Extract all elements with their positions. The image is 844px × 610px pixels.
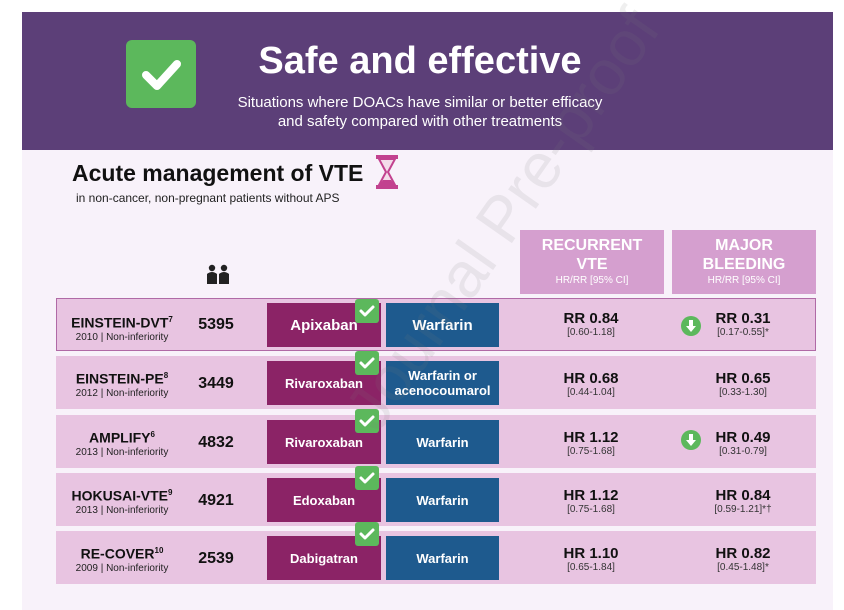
trial-name: AMPLIFY6 2013 | Non-inferiority — [75, 429, 169, 458]
patient-count: 2539 — [198, 550, 234, 567]
check-icon — [355, 522, 379, 546]
major-bleeding-result: HR 0.84 [0.59-1.21]*† — [714, 487, 772, 515]
comparator-drug: Warfarin — [386, 303, 499, 347]
major-bleeding-result: HR 0.65 [0.33-1.30] — [715, 370, 771, 398]
arrow-down-icon — [681, 316, 701, 336]
check-icon — [126, 40, 196, 108]
patient-count: 4921 — [198, 492, 234, 509]
section-subtitle: in non-cancer, non-pregnant patients wit… — [76, 191, 340, 205]
comparator-drug: Warfarin or acenocoumarol — [386, 361, 499, 405]
patient-count: 3449 — [198, 375, 234, 392]
section-title: Acute management of VTE — [72, 160, 364, 186]
comparator-drug: Warfarin — [386, 478, 499, 522]
comparator-drug: Warfarin — [386, 536, 499, 580]
recurrent-vte-header: RECURRENT VTE HR/RR [95% CI] — [520, 230, 664, 294]
recurrent-vte-result: HR 1.12 [0.75-1.68] — [563, 429, 619, 457]
patient-count: 5395 — [198, 316, 234, 333]
trial-name: EINSTEIN-PE8 2012 | Non-inferiority — [75, 370, 169, 399]
recurrent-vte-result: RR 0.84 [0.60-1.18] — [563, 310, 619, 338]
major-bleeding-header: MAJOR BLEEDING HR/RR [95% CI] — [672, 230, 816, 294]
check-icon — [355, 299, 379, 323]
page-subtitle: Situations where DOACs have similar or b… — [237, 94, 603, 130]
trial-name: EINSTEIN-DVT7 2010 | Non-inferiority — [71, 314, 173, 343]
patient-count: 4832 — [198, 434, 234, 451]
comparator-drug: Warfarin — [386, 420, 499, 464]
major-bleeding-result: RR 0.31 [0.17-0.55]* — [715, 310, 771, 338]
major-bleeding-result: HR 0.49 [0.31-0.79] — [715, 429, 771, 457]
trial-name: RE-COVER10 2009 | Non-inferiority — [75, 545, 169, 574]
check-icon — [355, 466, 379, 490]
recurrent-vte-result: HR 1.10 [0.65-1.84] — [563, 545, 619, 573]
hourglass-icon — [376, 155, 398, 189]
people-icon — [207, 264, 229, 284]
trial-name: HOKUSAI-VTE9 2013 | Non-inferiority — [71, 487, 173, 516]
check-icon — [355, 351, 379, 375]
arrow-down-icon — [681, 430, 701, 450]
check-icon — [355, 409, 379, 433]
recurrent-vte-result: HR 0.68 [0.44-1.04] — [563, 370, 619, 398]
page-title: Safe and effective — [258, 40, 582, 82]
recurrent-vte-result: HR 1.12 [0.75-1.68] — [563, 487, 619, 515]
major-bleeding-result: HR 0.82 [0.45-1.48]* — [715, 545, 771, 573]
